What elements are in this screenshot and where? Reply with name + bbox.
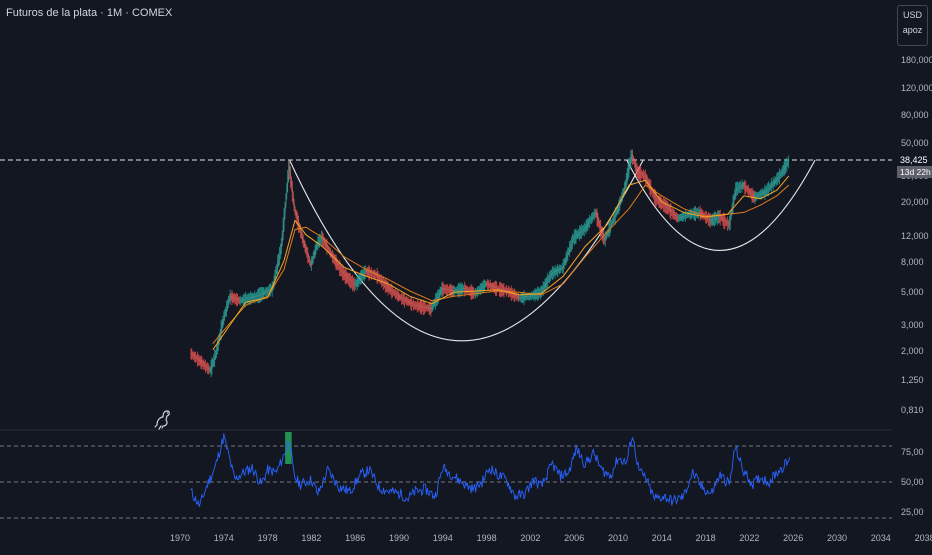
x-tick-label: 1982 [301, 533, 321, 543]
x-tick-label: 2022 [739, 533, 759, 543]
x-tick-label: 2014 [652, 533, 672, 543]
moving-average-slow [212, 184, 790, 345]
y-tick-label: 8,000 [901, 257, 924, 267]
x-tick-label: 2002 [520, 533, 540, 543]
y-tick-label: 12,000 [901, 231, 929, 241]
x-tick-label: 2038 [915, 533, 932, 543]
dino-icon [154, 410, 170, 430]
countdown-bg [897, 166, 932, 178]
cup-arc [626, 159, 816, 251]
x-tick-label: 1970 [170, 533, 190, 543]
x-tick-label: 2018 [696, 533, 716, 543]
x-tick-label: 1978 [258, 533, 278, 543]
chart-title: Futuros de la plata · 1M · COMEX [6, 7, 173, 19]
y-tick-label: 20,000 [901, 197, 929, 207]
dino-icon-path [154, 410, 170, 430]
x-tick-label: 1990 [389, 533, 409, 543]
x-tick-label: 2034 [871, 533, 891, 543]
currency-selector[interactable]: USD apoz [897, 5, 928, 46]
price-series-line [190, 153, 790, 371]
y-tick-label: 1,250 [901, 375, 924, 385]
rsi-overbought-highlight [285, 432, 292, 464]
price-tag-value: 38,425 [900, 155, 928, 165]
x-tick-label: 1994 [433, 533, 453, 543]
countdown-value: 13d 22h [900, 167, 931, 177]
dino-icon-eye [166, 412, 169, 414]
x-tick-label: 1974 [214, 533, 234, 543]
y-tick-label: 120,000 [901, 83, 932, 93]
price-tag-bg [897, 154, 932, 166]
x-tick-label: 2026 [783, 533, 803, 543]
y-tick-label: 180,000 [901, 55, 932, 65]
currency-label: USD [902, 10, 922, 20]
rsi-line [190, 433, 790, 507]
y-tick-label: 80,000 [901, 110, 929, 120]
rsi-y-tick-label: 50,00 [901, 477, 924, 487]
moving-average-fast [212, 175, 790, 351]
x-tick-label: 2010 [608, 533, 628, 543]
rsi-y-tick-label: 75,00 [901, 447, 924, 457]
scale-mode-label: apoz [902, 25, 923, 35]
y-tick-label: 5,000 [901, 287, 924, 297]
rsi-y-tick-label: 25,00 [901, 507, 924, 517]
x-tick-label: 1998 [477, 533, 497, 543]
y-tick-label: 0,810 [901, 405, 924, 415]
cup-arc [289, 159, 644, 342]
y-tick-label: 2,000 [901, 346, 924, 356]
y-tick-label: 3,000 [901, 320, 924, 330]
current-price-tag: 38,425 13d 22h [897, 154, 932, 178]
x-tick-label: 2006 [564, 533, 584, 543]
x-tick-label: 1986 [345, 533, 365, 543]
price-candles [190, 149, 790, 378]
x-tick-label: 2030 [827, 533, 847, 543]
y-tick-label: 50,000 [901, 138, 929, 148]
